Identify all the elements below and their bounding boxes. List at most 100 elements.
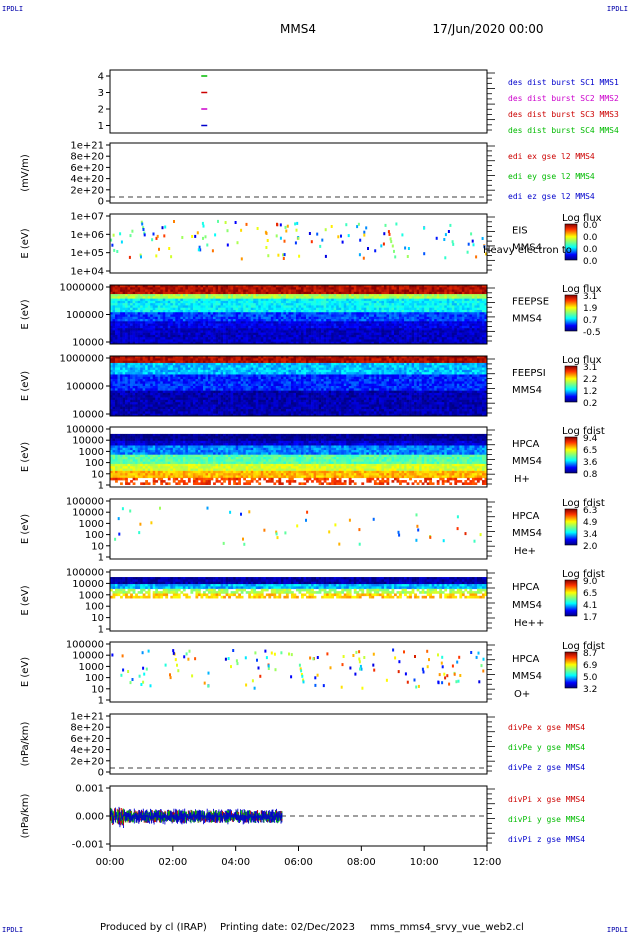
- cell-p5: [130, 406, 133, 410]
- cell-p4: [250, 309, 254, 313]
- cell-p4: [215, 307, 219, 311]
- cell-p4: [356, 319, 360, 322]
- cell-p4: [275, 314, 279, 318]
- cell-p3: [283, 239, 286, 243]
- cell-p4: [240, 307, 244, 311]
- cell-p4: [381, 325, 385, 329]
- cell-p4: [230, 325, 234, 329]
- cell-p4: [225, 314, 229, 318]
- cell-p5: [162, 411, 166, 414]
- cell-p4: [459, 319, 463, 322]
- cell-p4: [268, 334, 272, 338]
- cell-p4: [125, 330, 128, 333]
- cell-p4: [197, 312, 201, 315]
- cell-p5: [135, 388, 138, 391]
- cell-p4: [333, 314, 337, 318]
- cell-p4: [381, 316, 385, 320]
- cell-p4: [220, 339, 224, 343]
- cell-p4: [110, 305, 113, 308]
- cell-p4: [323, 330, 327, 333]
- cell-p4: [301, 316, 304, 320]
- cell-p5: [187, 383, 191, 387]
- cell-p4: [341, 316, 345, 320]
- cell-p4: [351, 305, 355, 308]
- cell-p4: [341, 309, 345, 313]
- cell-p4: [210, 341, 214, 345]
- cell-p4: [145, 330, 148, 333]
- cell-p4: [177, 334, 181, 338]
- cell-p4: [459, 298, 463, 302]
- cell-p4: [421, 321, 425, 324]
- cell-p4: [293, 298, 297, 302]
- cell-p4: [434, 334, 438, 338]
- cell-p4: [167, 332, 171, 336]
- cell-p4: [132, 312, 136, 315]
- cell-p5: [147, 388, 151, 391]
- cell-p4: [220, 316, 224, 320]
- cell-p4: [416, 303, 420, 306]
- cell-p3: [466, 250, 469, 254]
- cell-p4: [110, 285, 113, 288]
- cell-p4: [235, 298, 239, 302]
- cell-p4: [346, 312, 350, 315]
- cell-p5: [160, 383, 164, 387]
- cell-p4: [195, 285, 199, 288]
- cell-p5: [170, 360, 174, 364]
- cell-p4: [122, 312, 126, 315]
- cell-p4: [147, 319, 151, 322]
- corner-label-br: IPDLI: [607, 926, 628, 934]
- cell-p4: [213, 341, 216, 345]
- cell-p5: [137, 381, 141, 384]
- cell-p4: [411, 307, 415, 311]
- cell-p4: [426, 303, 430, 306]
- cell-p4: [399, 323, 402, 327]
- cell-p4: [275, 321, 279, 324]
- cell-p4: [373, 309, 377, 313]
- cell-p4: [225, 296, 229, 299]
- cell-p5: [132, 381, 136, 384]
- cell-p5: [185, 390, 189, 394]
- cell-p4: [386, 321, 390, 324]
- cell-p5: [165, 379, 169, 382]
- cell-p4: [135, 332, 138, 336]
- cell-p4: [275, 337, 279, 340]
- cell-p4: [368, 312, 372, 315]
- cell-p4: [220, 303, 224, 306]
- cell-p4: [137, 337, 141, 340]
- cell-p4: [142, 337, 146, 340]
- cell-p4: [230, 307, 234, 311]
- cell-p4: [454, 291, 458, 295]
- cell-p4: [459, 328, 463, 331]
- cell-p4: [130, 289, 133, 293]
- cell-p4: [182, 287, 186, 290]
- cell-p4: [268, 289, 272, 293]
- cell-p5: [137, 406, 141, 410]
- cell-p5: [147, 376, 151, 380]
- cell-p4: [409, 328, 412, 331]
- cell-p4: [275, 323, 279, 327]
- cell-p4: [273, 332, 277, 336]
- cell-p4: [268, 285, 272, 288]
- cell-p4: [120, 334, 123, 338]
- cell-p4: [406, 321, 410, 324]
- cell-p4: [235, 285, 239, 288]
- cell-p5: [177, 369, 181, 373]
- cell-p4: [426, 341, 430, 345]
- cell-p4: [363, 305, 367, 308]
- cell-p4: [253, 285, 257, 288]
- cell-p4: [200, 285, 204, 288]
- cell-p4: [140, 330, 143, 333]
- cell-p4: [265, 339, 269, 343]
- cell-p4: [285, 337, 289, 340]
- cell-p4: [155, 316, 159, 320]
- cell-p4: [208, 305, 211, 308]
- cell-p4: [311, 339, 314, 343]
- cell-p4: [260, 325, 264, 329]
- cell-p4: [273, 328, 277, 331]
- cell-p4: [230, 334, 234, 338]
- cell-p5: [160, 358, 164, 361]
- cell-p3: [374, 249, 377, 253]
- cell-p4: [167, 328, 171, 331]
- cell-p4: [378, 321, 382, 324]
- cell-p4: [348, 321, 352, 324]
